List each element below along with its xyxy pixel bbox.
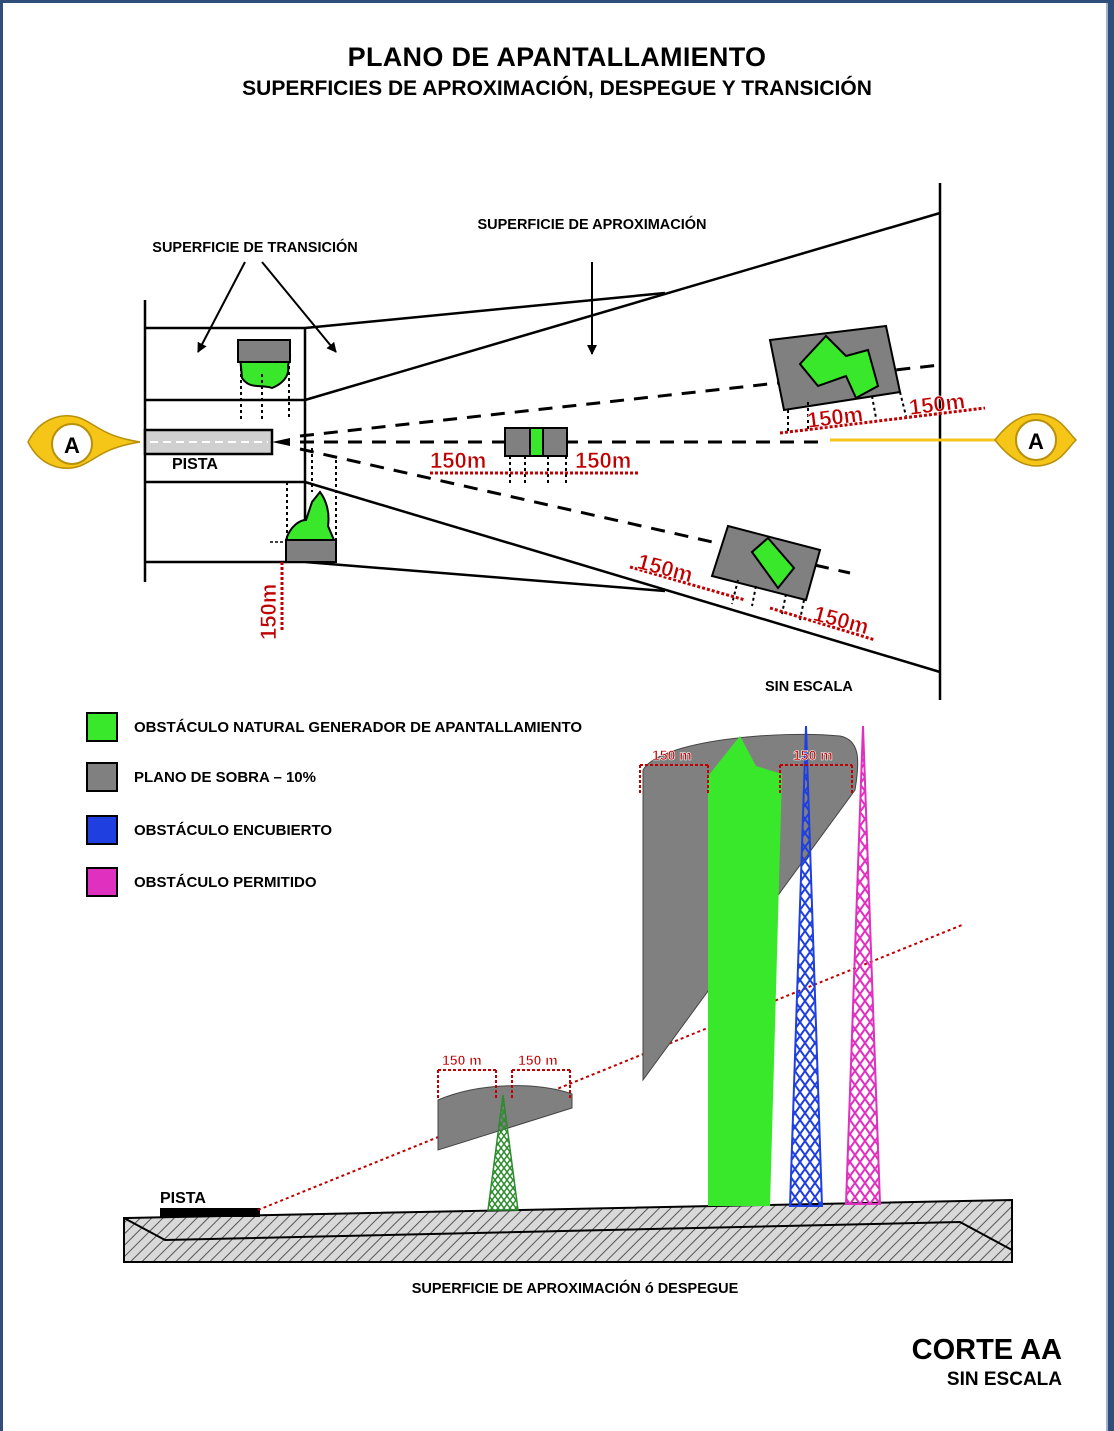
plan-view: A A 150m 150m 1 [27, 183, 1078, 700]
obstacle-transition-upper [237, 339, 292, 420]
legend-swatch-blue [86, 815, 118, 845]
natural-obstacle-building [708, 736, 782, 1206]
approach-top-inner-edge [304, 291, 666, 330]
obstacle-upper-right: 150m 150m [768, 324, 986, 435]
approach-slope-line [257, 924, 963, 1211]
section-marker-left-label: A [64, 433, 80, 458]
title-block: PLANO DE APANTALLAMIENTO SUPERFICIES DE … [0, 42, 1114, 101]
dimension-label-upper-right: 150m [908, 388, 967, 420]
legend-label: OBSTÁCULO NATURAL GENERADOR DE APANTALLA… [134, 718, 583, 736]
legend-swatch-gray [86, 762, 118, 792]
legend-label: OBSTÁCULO PERMITIDO [134, 873, 317, 891]
natural-obstacle-small-tower [487, 1094, 519, 1211]
dimension-line-upper [779, 406, 986, 435]
obstacle-transition-lower: 150m [256, 448, 337, 640]
dimension-label-center-left: 150m [430, 448, 486, 473]
obstacle-center: 150m 150m [430, 427, 640, 484]
dimension-label-lower-left: 150m [635, 549, 696, 588]
page-title: PLANO DE APANTALLAMIENTO [347, 42, 767, 72]
label-approach-surface: SUPERFICIE DE APROXIMACIÓN [477, 215, 706, 233]
dimension-label-center-right: 150m [575, 448, 631, 473]
transition-arrow-left [197, 261, 246, 353]
label-runway-section: PISTA [160, 1190, 206, 1207]
dimension-label-vertical: 150m [256, 584, 281, 640]
section-dimensions: 150 m 150 m 150 m 150 m [437, 747, 853, 1100]
section-marker-right: A [994, 413, 1078, 467]
legend-label: PLANO DE SOBRA – 10% [134, 768, 316, 786]
section-marker-right-label: A [1028, 429, 1044, 454]
permitted-obstacle-tower [844, 725, 882, 1205]
dimension-label-section-2: 150 m [518, 1052, 558, 1068]
legend-label: OBSTÁCULO ENCUBIERTO [134, 821, 333, 839]
approach-bottom-edge [304, 480, 941, 674]
plan-scale-note: SIN ESCALA [765, 679, 853, 695]
legend-item-shadow-plane: PLANO DE SOBRA – 10% [86, 762, 316, 792]
transition-arrow-right [261, 261, 337, 353]
page-subtitle: SUPERFICIES DE APROXIMACIÓN, DESPEGUE Y … [242, 77, 872, 100]
legend-item-covered-obstacle: OBSTÁCULO ENCUBIERTO [86, 815, 332, 845]
section-title: CORTE AA [911, 1334, 1062, 1366]
runway-section [160, 1208, 260, 1217]
label-transition-surface: SUPERFICIE DE TRANSICIÓN [152, 238, 357, 256]
approach-top-edge [304, 211, 941, 402]
section-caption: SUPERFICIE DE APROXIMACIÓN ó DESPEGUE [412, 1279, 739, 1297]
section-title-block: CORTE AA SIN ESCALA [912, 1334, 1062, 1391]
approach-bottom-inner-edge [304, 560, 666, 593]
obstacle-lower-right: 150m 150m [629, 524, 876, 642]
dimension-label-lower-right: 150m [811, 601, 872, 640]
label-runway-plan: PISTA [172, 456, 218, 473]
dimension-label-section-4: 150 m [793, 747, 833, 763]
dimension-label-section-3: 150 m [652, 747, 692, 763]
section-marker-left: A [27, 415, 141, 469]
legend-item-permitted-obstacle: OBSTÁCULO PERMITIDO [86, 867, 317, 897]
legend-swatch-pink [86, 867, 118, 897]
covered-obstacle-tower [788, 725, 824, 1207]
runway-arrow-icon [272, 438, 290, 446]
legend-item-natural-obstacle: OBSTÁCULO NATURAL GENERADOR DE APANTALLA… [86, 712, 582, 742]
legend-swatch-green [86, 712, 118, 742]
section-view: PISTA 150 m 150 m 150 m 150 m SUPERFICIE… [123, 725, 1013, 1297]
section-scale-note: SIN ESCALA [946, 1369, 1062, 1390]
dimension-label-section-1: 150 m [442, 1052, 482, 1068]
